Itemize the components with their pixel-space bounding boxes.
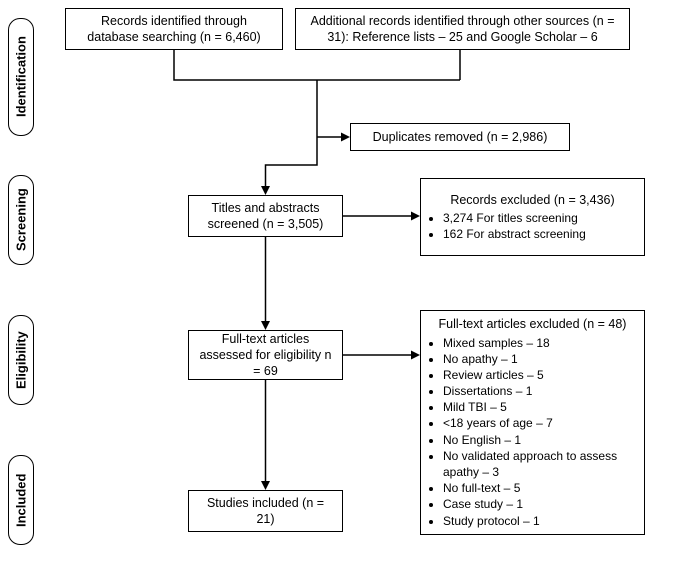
list-item: No English – 1 — [443, 432, 636, 448]
list-item: 162 For abstract screening — [443, 226, 586, 242]
prisma-flow-diagram: Identification Screening Eligibility Inc… — [0, 0, 685, 588]
box-fulltext-assessed: Full-text articles assessed for eligibil… — [188, 330, 343, 380]
box-text: Records identified through database sear… — [74, 13, 274, 46]
records-excluded-list: 3,274 For titles screening162 For abstra… — [429, 210, 586, 242]
box-screened: Titles and abstracts screened (n = 3,505… — [188, 195, 343, 237]
fulltext-excluded-list: Mixed samples – 18No apathy – 1Review ar… — [429, 335, 636, 529]
box-title: Full-text articles excluded (n = 48) — [439, 316, 627, 332]
box-text: Additional records identified through ot… — [304, 13, 621, 46]
list-item: Mild TBI – 5 — [443, 399, 636, 415]
box-text: Duplicates removed (n = 2,986) — [373, 129, 548, 145]
stage-included: Included — [8, 455, 34, 545]
box-fulltext-excluded: Full-text articles excluded (n = 48) Mix… — [420, 310, 645, 535]
box-text: Studies included (n = 21) — [197, 495, 334, 528]
list-item: Review articles – 5 — [443, 367, 636, 383]
list-item: Mixed samples – 18 — [443, 335, 636, 351]
box-duplicates: Duplicates removed (n = 2,986) — [350, 123, 570, 151]
list-item: No full-text – 5 — [443, 480, 636, 496]
stage-identification: Identification — [8, 18, 34, 136]
list-item: <18 years of age – 7 — [443, 415, 636, 431]
list-item: Case study – 1 — [443, 496, 636, 512]
stage-label-text: Screening — [14, 189, 29, 252]
stage-eligibility: Eligibility — [8, 315, 34, 405]
box-db-records: Records identified through database sear… — [65, 8, 283, 50]
stage-label-text: Eligibility — [14, 331, 29, 389]
stage-label-text: Included — [14, 473, 29, 526]
list-item: No apathy – 1 — [443, 351, 636, 367]
box-records-excluded: Records excluded (n = 3,436) 3,274 For t… — [420, 178, 645, 256]
stage-label-text: Identification — [14, 37, 29, 118]
stage-screening: Screening — [8, 175, 34, 265]
list-item: No validated approach to assess apathy –… — [443, 448, 636, 480]
box-text: Full-text articles assessed for eligibil… — [197, 331, 334, 380]
box-title: Records excluded (n = 3,436) — [450, 192, 614, 208]
list-item: 3,274 For titles screening — [443, 210, 586, 226]
box-other-records: Additional records identified through ot… — [295, 8, 630, 50]
list-item: Dissertations – 1 — [443, 383, 636, 399]
box-studies-included: Studies included (n = 21) — [188, 490, 343, 532]
box-text: Titles and abstracts screened (n = 3,505… — [197, 200, 334, 233]
list-item: Study protocol – 1 — [443, 513, 636, 529]
